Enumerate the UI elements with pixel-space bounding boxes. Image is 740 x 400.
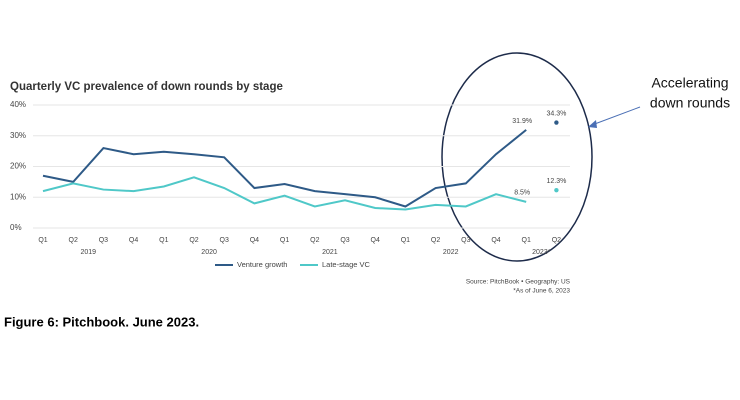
value-label: 31.9%: [512, 118, 532, 125]
annotation: down rounds: [650, 95, 730, 111]
arrow-head: [588, 120, 597, 128]
x-tick-label: Q3: [461, 237, 470, 244]
year-label: 2022: [443, 249, 459, 256]
value-label: 34.3%: [546, 110, 566, 117]
x-tick-label: Q2: [552, 237, 561, 244]
latest-point: [554, 120, 559, 125]
year-label: 2020: [201, 249, 217, 256]
x-tick-label: Q3: [340, 237, 349, 244]
x-tick-label: Q1: [38, 237, 47, 244]
legend-label: Late-stage VC: [322, 260, 371, 269]
value-label: 12.3%: [546, 178, 566, 185]
arrow: [591, 106, 641, 126]
source: *As of June 6, 2023: [513, 288, 570, 295]
y-tick-label: 30%: [10, 131, 26, 140]
series-line: [42, 129, 527, 208]
source: Source: PitchBook • Geography: US: [466, 279, 571, 286]
x-tick-label: Q1: [280, 237, 289, 244]
x-tick-label: Q2: [310, 237, 319, 244]
y-tick-label: 10%: [10, 192, 26, 201]
x-tick-label: Q4: [129, 237, 138, 244]
caption: Figure 6: Pitchbook. June 2023.: [4, 314, 199, 329]
y-tick-label: 0%: [10, 223, 22, 232]
x-tick-label: Q1: [159, 237, 168, 244]
chart-title: Quarterly VC prevalence of down rounds b…: [10, 81, 283, 93]
x-tick-label: Q4: [491, 237, 500, 244]
x-tick-label: Q2: [431, 237, 440, 244]
year-label: 2019: [81, 249, 97, 256]
x-tick-label: Q4: [371, 237, 380, 244]
annotation: Accelerating: [651, 75, 728, 91]
legend-label: Venture growth: [237, 260, 287, 269]
year-label: 2021: [322, 249, 338, 256]
x-tick-label: Q3: [220, 237, 229, 244]
year-label: 2023*: [532, 249, 551, 256]
x-tick-label: Q2: [69, 237, 78, 244]
series-line: [42, 176, 527, 211]
highlight-ellipse: [441, 52, 593, 262]
x-tick-label: Q3: [99, 237, 108, 244]
x-tick-label: Q2: [189, 237, 198, 244]
x-tick-label: Q4: [250, 237, 259, 244]
latest-point: [554, 187, 559, 193]
x-tick-label: Q1: [522, 237, 531, 244]
y-tick-label: 40%: [10, 100, 26, 109]
x-tick-label: Q1: [401, 237, 410, 244]
y-tick-label: 20%: [10, 162, 26, 171]
value-label: 8.5%: [514, 190, 530, 197]
